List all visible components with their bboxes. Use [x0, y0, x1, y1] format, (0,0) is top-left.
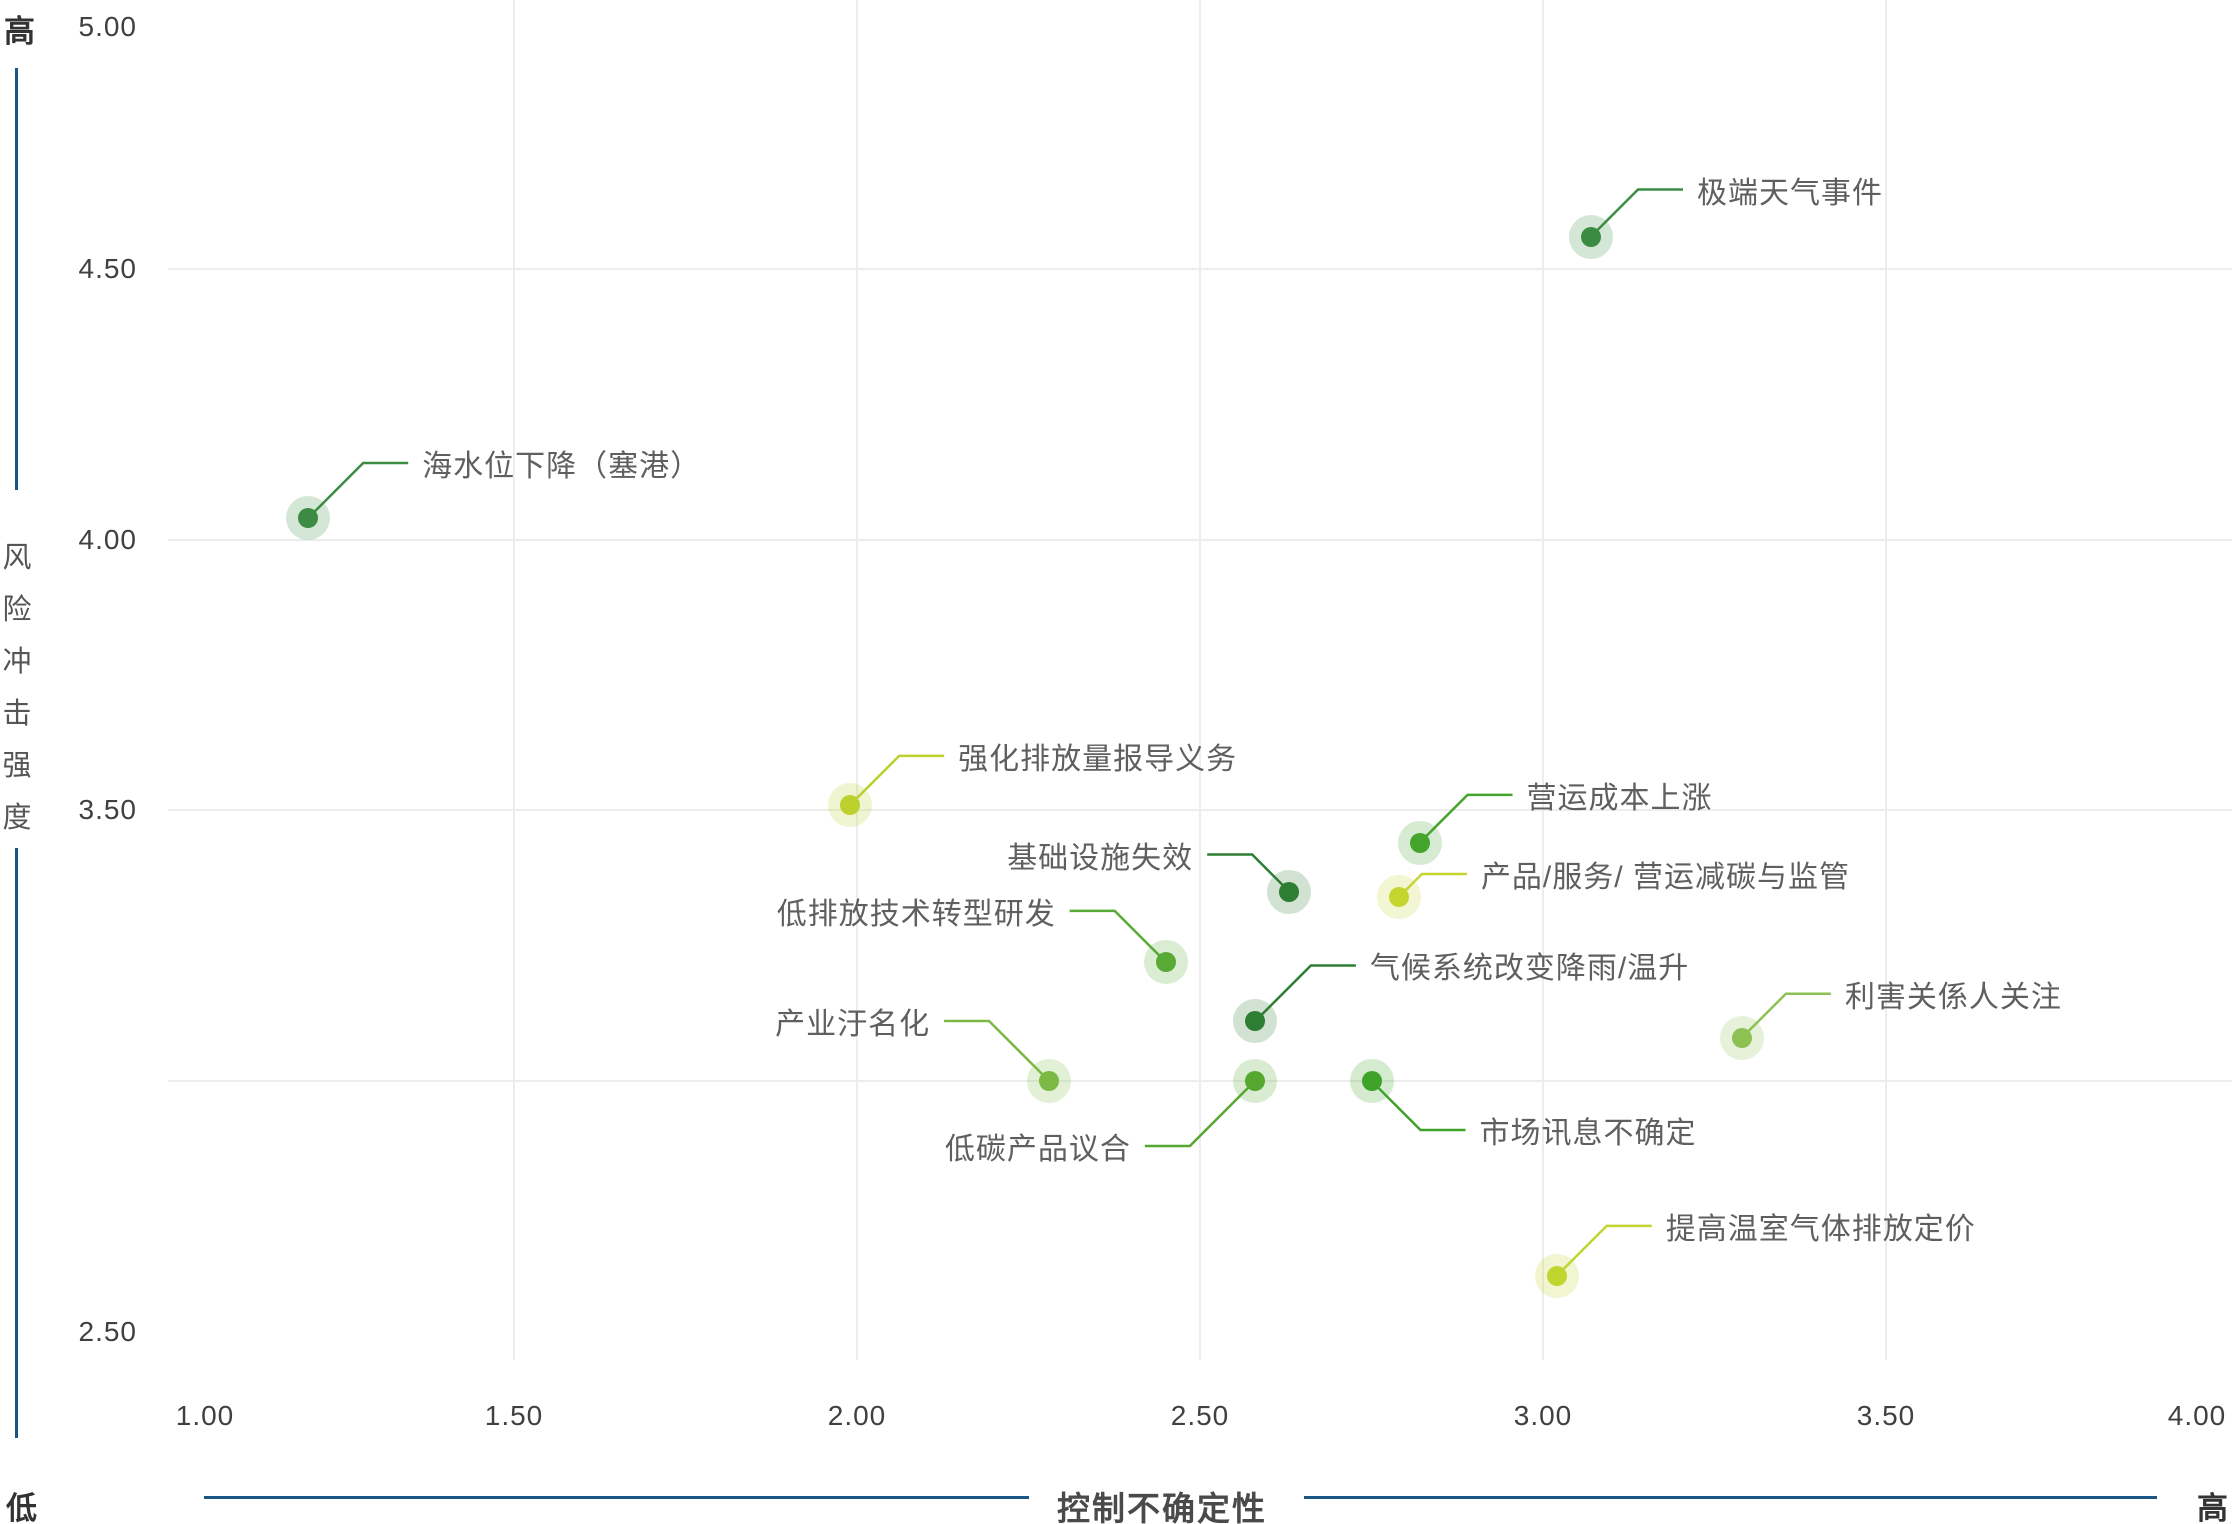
data-point[interactable]	[1039, 1071, 1060, 1091]
y-tick-label: 5.00	[78, 11, 137, 42]
x-tick-label: 1.00	[175, 1400, 235, 1431]
data-point-label: 低碳产品议合	[944, 1133, 1131, 1166]
data-point-label: 市场讯息不确定	[1479, 1117, 1697, 1150]
leader-line	[1207, 853, 1291, 893]
x-axis-low-label: 低	[6, 1491, 37, 1524]
y-tick-label: 2.50	[78, 1316, 137, 1347]
y-tick-label: 4.50	[78, 253, 137, 284]
gridline-vertical	[1199, 0, 1201, 1360]
leader-line	[1370, 1080, 1466, 1132]
data-point-label: 海水位下降（塞港）	[422, 450, 702, 484]
leader-line	[944, 1019, 1050, 1082]
leader-line	[1590, 188, 1684, 238]
data-point-label: 低排放技术转型研发	[776, 897, 1056, 931]
x-tick-label: 1.50	[484, 1400, 544, 1431]
gridline-vertical	[513, 0, 515, 1360]
data-point-label: 产业汙名化	[775, 1008, 931, 1041]
x-tick-label: 2.50	[1170, 1400, 1230, 1431]
data-point-label: 强化排放量报导义务	[958, 742, 1238, 776]
x-tick-label: 2.00	[827, 1400, 887, 1431]
data-point[interactable]	[1361, 1071, 1382, 1091]
gridline-vertical	[856, 0, 858, 1360]
data-point[interactable]	[1388, 886, 1409, 907]
data-point-label: 基础设施失效	[1007, 841, 1194, 875]
data-point[interactable]	[840, 794, 861, 815]
data-point[interactable]	[1546, 1265, 1567, 1286]
leader-line	[1253, 964, 1356, 1023]
leader-line	[1555, 1224, 1652, 1277]
gridline-vertical	[1542, 0, 1544, 1360]
x-axis-line-right	[1304, 1496, 2157, 1499]
y-axis-line-upper	[15, 68, 18, 490]
data-point[interactable]	[1155, 951, 1176, 972]
x-axis-high-label: 高	[2197, 1491, 2228, 1524]
data-point[interactable]	[1731, 1027, 1752, 1048]
leader-line	[849, 754, 945, 806]
data-point[interactable]	[298, 508, 319, 529]
data-point-label: 营运成本上涨	[1526, 781, 1713, 815]
leader-line	[1144, 1080, 1256, 1148]
y-tick-label: 4.00	[78, 523, 137, 555]
data-point[interactable]	[1279, 881, 1300, 902]
data-point-label: 产品/服务/ 营运减碳与监管	[1480, 860, 1850, 894]
data-point-label: 利害关係人关注	[1844, 980, 2062, 1014]
data-point[interactable]	[1244, 1011, 1265, 1032]
leader-line	[307, 461, 409, 519]
data-point-label: 极端天气事件	[1697, 176, 1884, 210]
x-tick-label: 4.00	[2167, 1400, 2227, 1431]
data-point-label: 气候系统改变降雨/温升	[1369, 952, 1690, 986]
x-axis-line-left	[204, 1496, 1029, 1499]
gridline-vertical	[1885, 0, 1887, 1360]
data-point[interactable]	[1581, 226, 1602, 247]
leader-line	[1741, 992, 1831, 1039]
leader-line	[1069, 909, 1167, 963]
y-tick-label: 3.50	[78, 794, 137, 826]
leader-line	[1418, 793, 1513, 844]
x-axis-title: 控制不确定性	[1057, 1490, 1267, 1524]
data-point[interactable]	[1244, 1071, 1265, 1091]
leader-line	[1398, 872, 1467, 898]
data-point[interactable]	[1409, 832, 1430, 853]
y-axis-title: 风险冲击强度	[2, 542, 32, 834]
data-point-label: 提高温室气体排放定价	[1665, 1212, 1976, 1246]
y-axis-high-label: 高	[4, 14, 35, 49]
y-axis-line-lower	[15, 848, 18, 1438]
x-tick-label: 3.50	[1856, 1400, 1916, 1431]
x-tick-label: 3.00	[1513, 1400, 1573, 1431]
